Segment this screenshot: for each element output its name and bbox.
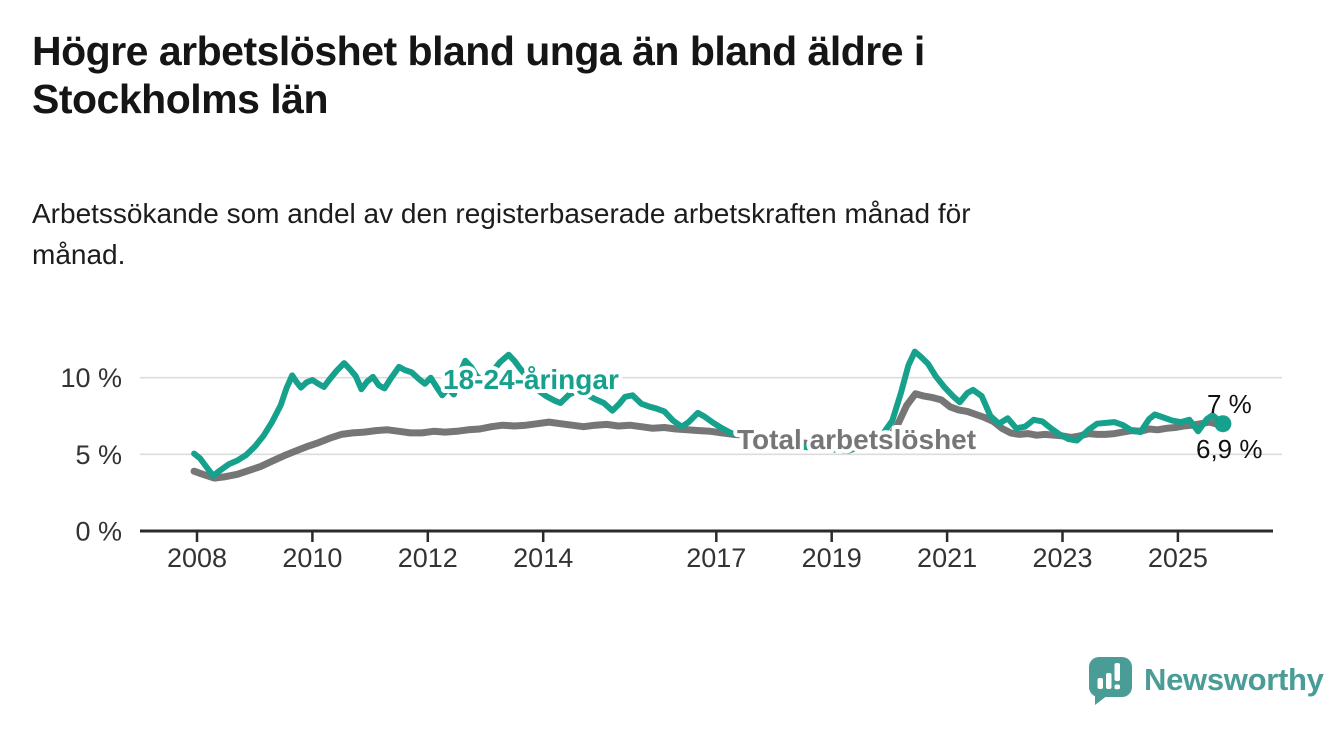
page-title: Högre arbetslöshet bland unga än bland ä… (32, 28, 1212, 124)
series-line-youth-18-24 (191, 348, 1226, 479)
newsworthy-logo-icon (1089, 657, 1132, 705)
x-tick-label-2012: 2012 (398, 543, 458, 573)
x-tick-label-2021: 2021 (917, 543, 977, 573)
x-tick-label-2008: 2008 (167, 543, 227, 573)
end-value-label-youth: 7 % (1207, 389, 1252, 419)
chart-subtitle-line-2: månad. (32, 238, 126, 270)
chart-subtitle-line-1: Arbetssökande som andel av den registerb… (32, 198, 971, 229)
chart-subtitle: Arbetssökande som andel av den registerb… (32, 194, 1232, 275)
x-tick-label-2014: 2014 (513, 543, 573, 573)
x-tick-label-2025: 2025 (1148, 543, 1208, 573)
x-axis: 2008 2010 2012 2014 2017 2019 2021 2023 2025 (167, 531, 1208, 573)
y-tick-label-10: 10 % (60, 363, 122, 393)
x-tick-label-2017: 2017 (686, 543, 746, 573)
x-tick-label-2023: 2023 (1032, 543, 1092, 573)
y-tick-label-5: 5 % (75, 440, 122, 470)
page-title-line-1: Högre arbetslöshet bland unga än bland ä… (32, 28, 925, 74)
newsworthy-branding: Newsworthy (1086, 655, 1324, 705)
y-axis-tick-labels: 0 % 5 % 10 % (60, 363, 122, 546)
x-tick-label-2010: 2010 (282, 543, 342, 573)
series-label-total-unemployment: Total arbetslöshet (737, 424, 976, 455)
page-title-line-2: Stockholms län (32, 75, 329, 122)
end-value-label-total: 6,9 % (1196, 434, 1263, 464)
newsworthy-brand-text: Newsworthy (1144, 662, 1324, 697)
y-tick-label-0: 0 % (75, 517, 122, 547)
series-label-youth-18-24: 18-24-åringar (443, 364, 619, 395)
x-tick-label-2019: 2019 (802, 543, 862, 573)
series-end-dot-youth (1214, 415, 1232, 433)
gridlines (140, 376, 1282, 533)
